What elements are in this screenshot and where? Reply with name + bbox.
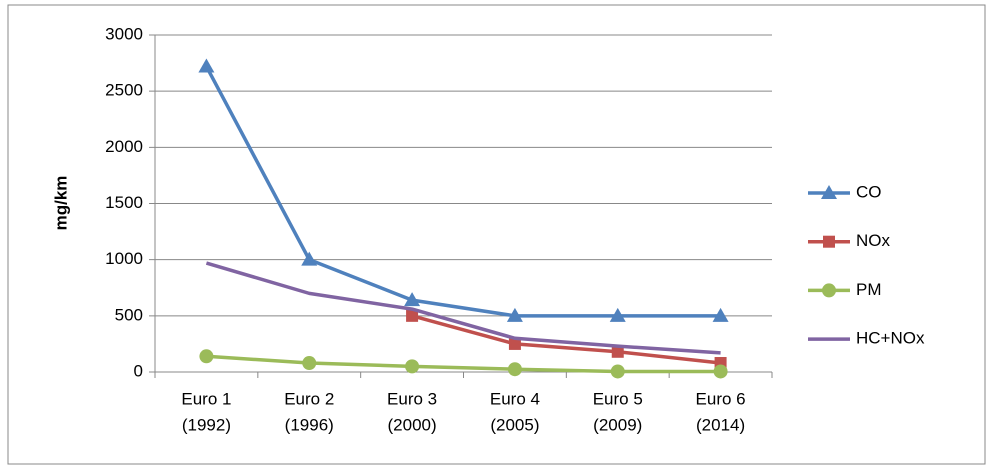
series-line bbox=[206, 354, 721, 374]
point bbox=[405, 359, 420, 374]
x-tick-label: (2014) bbox=[696, 415, 745, 434]
point bbox=[406, 309, 419, 322]
x-tick-label: Euro 4 bbox=[490, 389, 540, 408]
point bbox=[198, 58, 215, 73]
y-tick-label: 1500 bbox=[105, 193, 143, 212]
x-tick-label: (1992) bbox=[182, 415, 231, 434]
legend-label: HC+NOx bbox=[856, 329, 925, 348]
y-tick-label: 3000 bbox=[105, 24, 143, 43]
series-line bbox=[411, 314, 721, 365]
point bbox=[713, 364, 728, 379]
point bbox=[712, 307, 729, 322]
point bbox=[610, 364, 625, 379]
x-tick-label: Euro 3 bbox=[387, 389, 437, 408]
point bbox=[404, 292, 421, 307]
point bbox=[611, 345, 624, 358]
x-tick-label: Euro 6 bbox=[696, 389, 746, 408]
point bbox=[507, 362, 522, 377]
y-tick-label: 1000 bbox=[105, 249, 143, 268]
legend-label: PM bbox=[856, 280, 882, 299]
legend-label: CO bbox=[856, 182, 882, 201]
legend-label: NOx bbox=[856, 231, 891, 250]
point bbox=[609, 307, 626, 322]
x-tick-label: Euro 2 bbox=[284, 389, 334, 408]
y-tick-label: 500 bbox=[115, 305, 143, 324]
legend-marker bbox=[822, 283, 836, 298]
y-tick-label: 2500 bbox=[105, 81, 143, 100]
point bbox=[199, 349, 214, 364]
x-tick-label: Euro 1 bbox=[181, 389, 231, 408]
chart-frame bbox=[7, 4, 986, 465]
y-tick-label: 0 bbox=[134, 361, 143, 380]
x-tick-label: (1996) bbox=[285, 415, 334, 434]
series-line bbox=[205, 261, 721, 355]
series-line bbox=[204, 65, 721, 318]
point bbox=[506, 307, 523, 322]
point bbox=[302, 356, 317, 371]
x-tick-label: (2005) bbox=[490, 415, 539, 434]
legend-marker bbox=[821, 185, 837, 199]
legend-marker bbox=[823, 235, 835, 248]
x-tick-label: (2000) bbox=[388, 415, 437, 434]
point bbox=[508, 337, 521, 350]
y-tick-label: 2000 bbox=[105, 137, 143, 156]
x-tick-label: Euro 5 bbox=[593, 389, 643, 408]
point bbox=[301, 251, 318, 266]
x-tick-label: (2009) bbox=[593, 415, 642, 434]
y-axis-label: mg/km bbox=[51, 176, 70, 231]
